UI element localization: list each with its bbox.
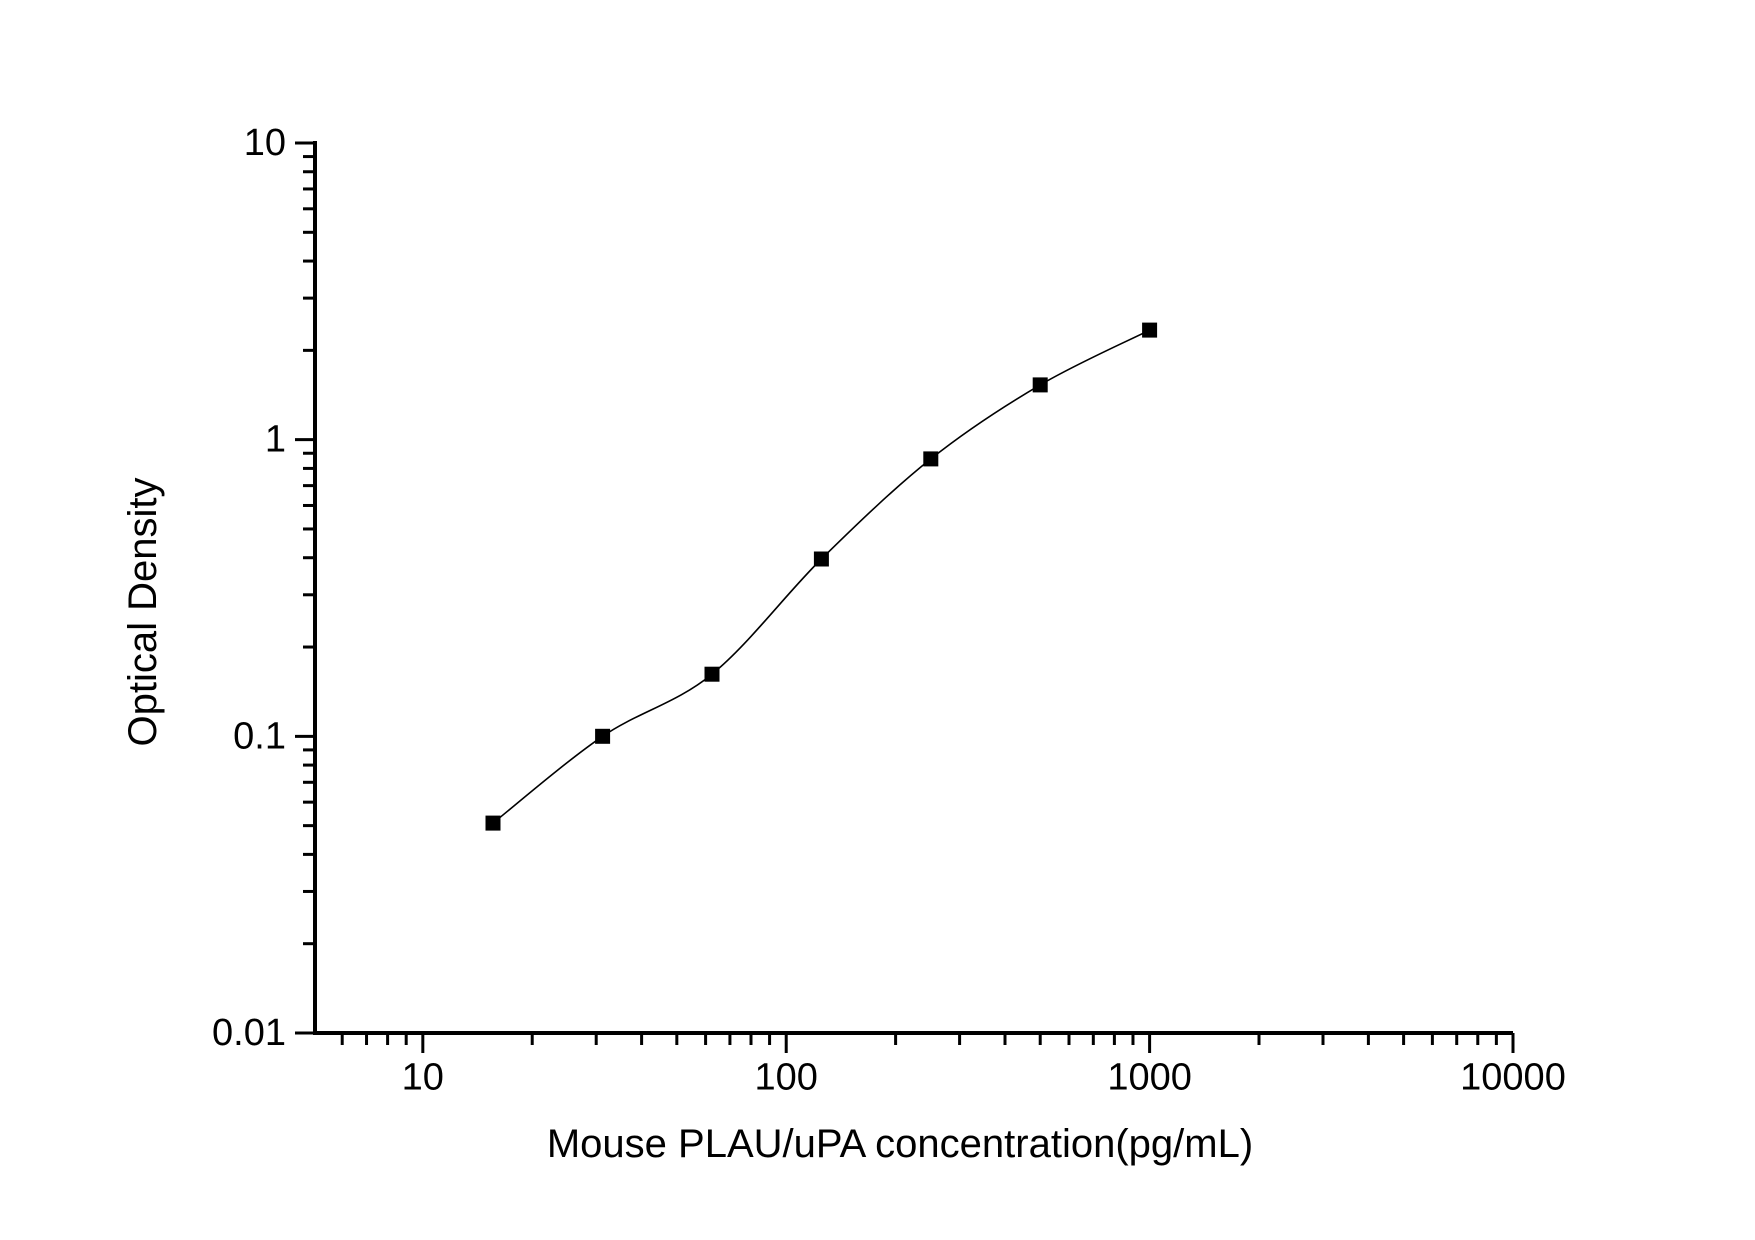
y-tick-label: 1 xyxy=(265,419,286,461)
data-point-marker xyxy=(595,728,611,744)
y-axis-title: Optical Density xyxy=(121,478,165,747)
y-tick-label: 0.1 xyxy=(233,715,286,757)
data-point-marker xyxy=(485,815,501,831)
x-tick-label: 10 xyxy=(402,1056,444,1098)
data-point-marker xyxy=(813,551,829,567)
x-tick-label: 10000 xyxy=(1460,1056,1566,1098)
x-axis-title: Mouse PLAU/uPA concentration(pg/mL) xyxy=(547,1122,1253,1166)
standard-curve-line xyxy=(492,329,1150,824)
y-tick-label: 10 xyxy=(244,122,286,164)
data-point-marker xyxy=(1032,377,1048,393)
x-tick-label: 100 xyxy=(755,1056,818,1098)
x-tick-label: 1000 xyxy=(1107,1056,1192,1098)
axis-tick-labels: 10 1 0.1 0.01 10 100 1000 10000 xyxy=(212,122,1566,1098)
axis-ticks xyxy=(295,141,1515,1053)
axes xyxy=(313,141,1513,1035)
data-point-marker xyxy=(1142,322,1158,338)
data-point-marker xyxy=(923,451,939,467)
data-point-marker xyxy=(704,666,720,682)
data-points xyxy=(485,322,1158,831)
y-tick-label: 0.01 xyxy=(212,1012,286,1054)
fit-curve xyxy=(492,329,1150,824)
